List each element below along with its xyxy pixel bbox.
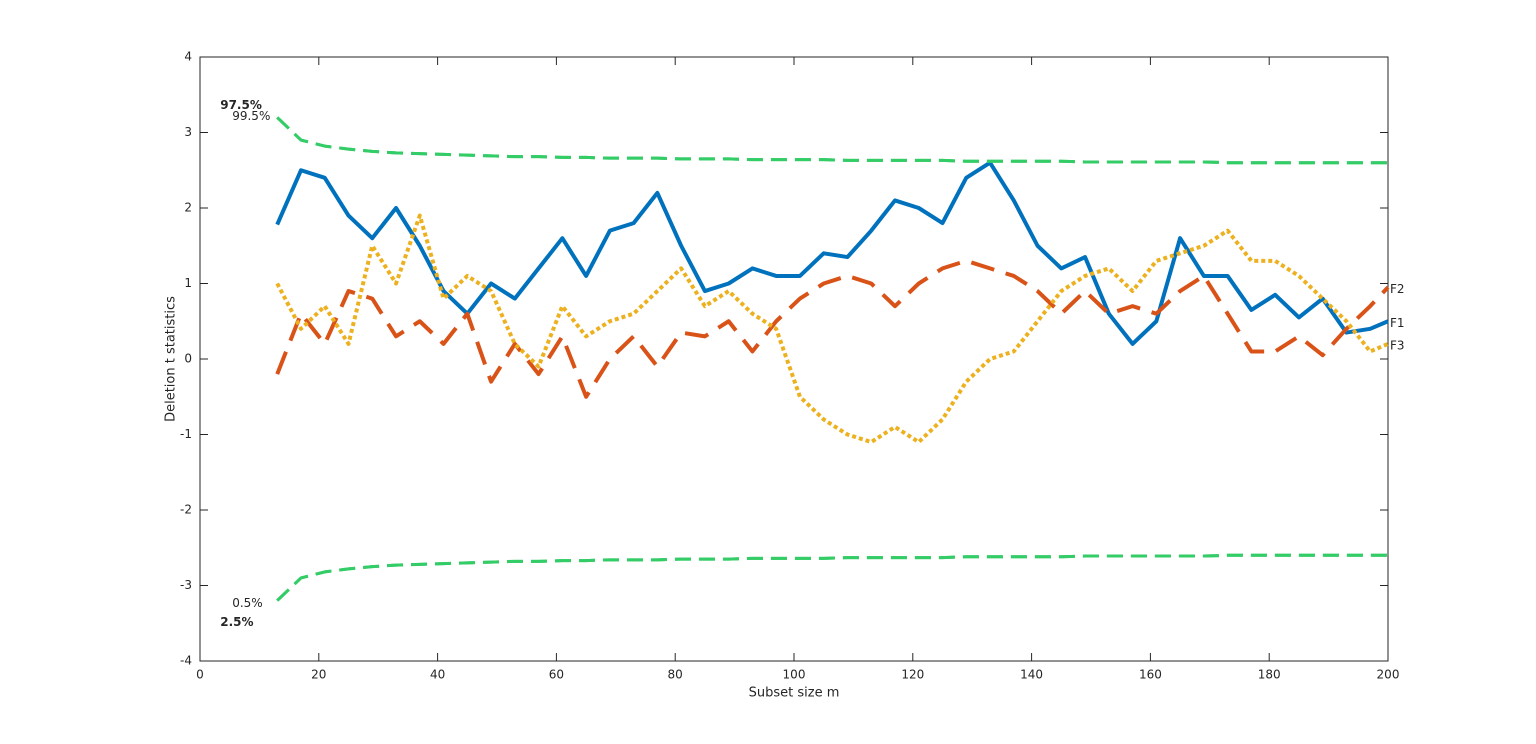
y-axis-label: Deletion t statistics bbox=[164, 296, 179, 422]
series-line bbox=[275, 213, 1389, 445]
x-tick-label: 180 bbox=[1258, 668, 1281, 682]
envelope-label: 99.5% bbox=[232, 109, 270, 123]
envelope-label: 2.5% bbox=[220, 615, 253, 629]
series-line bbox=[276, 553, 1388, 602]
series-line bbox=[275, 160, 1389, 346]
x-tick-label: 100 bbox=[783, 668, 806, 682]
y-tick-label: -3 bbox=[180, 578, 192, 592]
x-tick-label: 160 bbox=[1139, 668, 1162, 682]
x-tick-label: 80 bbox=[668, 668, 683, 682]
x-tick-label: 0 bbox=[196, 668, 204, 682]
x-tick-label: 40 bbox=[430, 668, 445, 682]
series-label: F1 bbox=[1390, 316, 1405, 330]
y-tick-label: 2 bbox=[184, 201, 192, 215]
series-line bbox=[276, 116, 1388, 165]
y-tick-label: 0 bbox=[184, 352, 192, 366]
y-tick-label: -2 bbox=[180, 503, 192, 517]
y-tick-label: 4 bbox=[184, 50, 192, 64]
x-tick-label: 140 bbox=[1020, 668, 1043, 682]
x-tick-label: 60 bbox=[549, 668, 564, 682]
series-label: F3 bbox=[1390, 338, 1405, 352]
x-tick-label: 120 bbox=[901, 668, 924, 682]
y-tick-label: -4 bbox=[180, 654, 192, 668]
x-tick-label: 20 bbox=[311, 668, 326, 682]
envelope-label: 0.5% bbox=[232, 596, 263, 610]
series-label: F2 bbox=[1390, 282, 1405, 296]
axes-box bbox=[199, 56, 1389, 662]
envelope-label: 97.5% bbox=[220, 98, 262, 112]
x-tick-label: 200 bbox=[1377, 668, 1400, 682]
y-tick-label: 1 bbox=[184, 276, 192, 290]
x-axis-label: Subset size m bbox=[749, 686, 840, 701]
y-tick-label: 3 bbox=[184, 125, 192, 139]
y-tick-label: -1 bbox=[180, 427, 192, 441]
series-line bbox=[275, 258, 1390, 399]
